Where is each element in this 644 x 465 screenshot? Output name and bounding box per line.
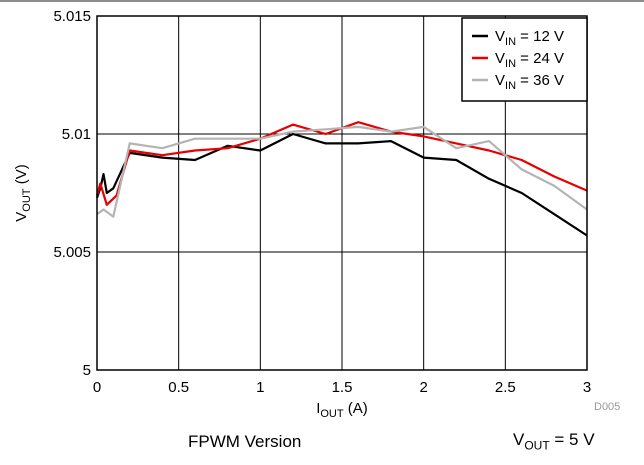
x-tick-labels: 0 0.5 1 1.5 2 2.5 3 — [93, 379, 591, 396]
y-tick-label: 5.015 — [53, 8, 91, 25]
figure-caption: FPWM Version — [188, 432, 302, 451]
x-tick-label: 3 — [583, 379, 591, 396]
y-tick-label: 5 — [83, 362, 91, 379]
x-tick-label: 2 — [419, 379, 427, 396]
series-line-1 — [95, 132, 588, 237]
legend-label: VIN = 12 V — [495, 28, 564, 48]
figure-top-rule — [0, 0, 644, 2]
vout-note: VOUT = 5 V — [513, 430, 595, 453]
legend-box — [461, 17, 588, 102]
series-line-2 — [95, 121, 588, 206]
y-axis-label: VOUT (V) — [13, 164, 33, 221]
x-tick-label: 0.5 — [168, 379, 189, 396]
series-lines — [95, 121, 588, 237]
series-line-3 — [96, 125, 588, 218]
y-tick-labels: 5 5.005 5.01 5.015 — [53, 8, 91, 379]
x-tick-label: 0 — [93, 379, 101, 396]
x-tick-label: 1.5 — [332, 379, 353, 396]
figure-id: D005 — [594, 401, 621, 413]
legend-label: VIN = 24 V — [495, 50, 564, 70]
x-tick-label: 1 — [256, 379, 264, 396]
plot-frame — [96, 15, 588, 371]
legend-label: VIN = 36 V — [495, 72, 564, 92]
y-tick-label: 5.005 — [53, 244, 91, 261]
x-axis-label: IOUT (A) — [316, 400, 368, 420]
x-tick-label: 2.5 — [495, 379, 516, 396]
y-tick-label: 5.01 — [62, 126, 91, 143]
chart-svg: 0 0.5 1 1.5 2 2.5 3 5 5.005 5.01 5.015 IOUT (A) V… — [13, 8, 591, 420]
